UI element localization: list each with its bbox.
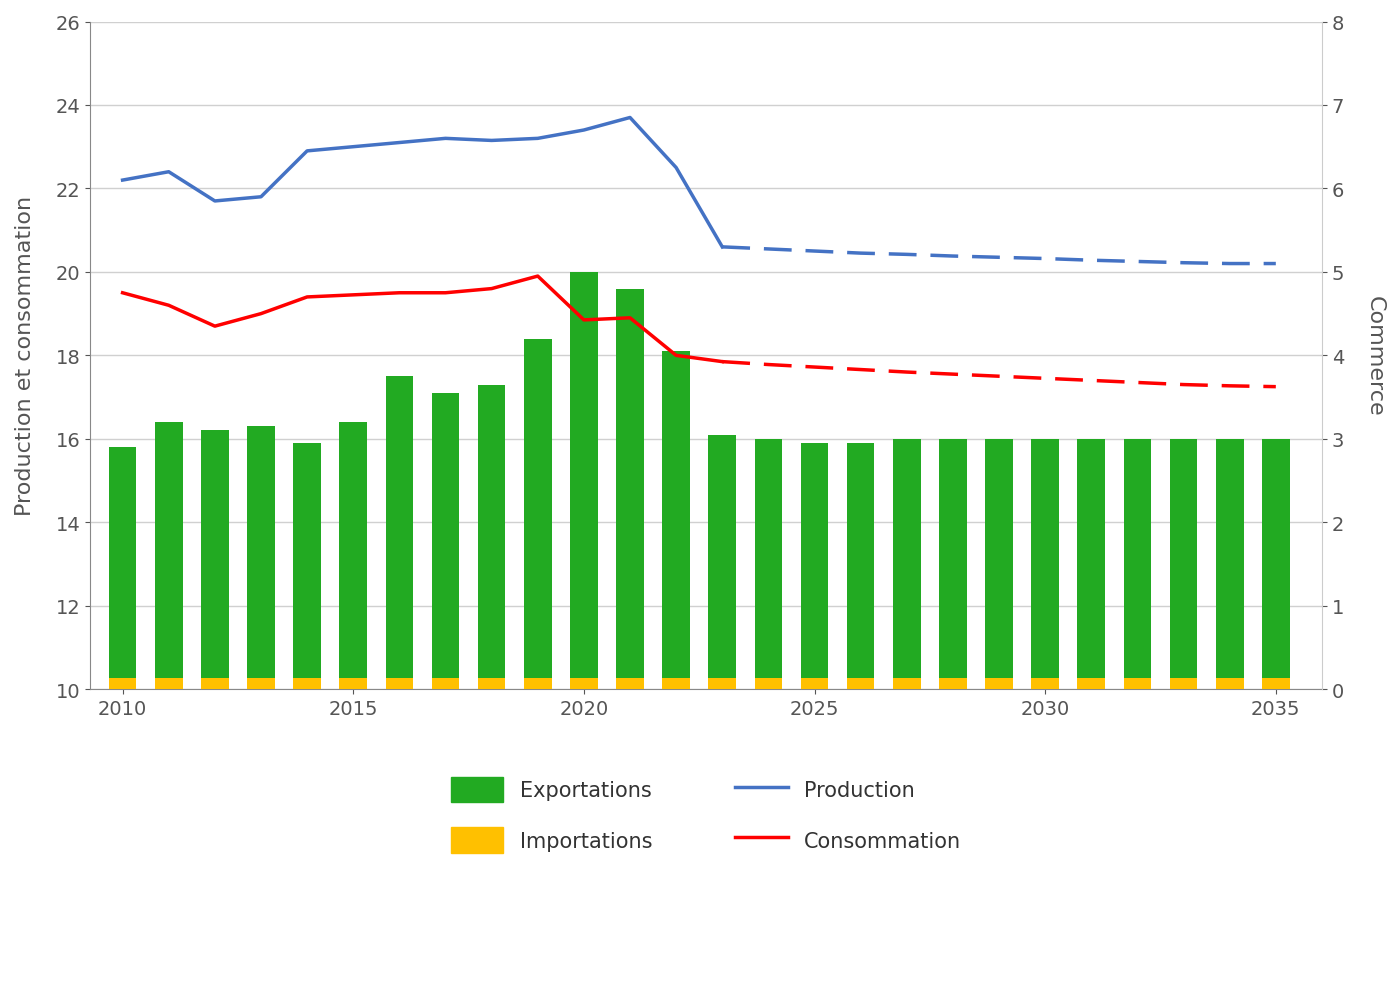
Bar <box>708 677 736 689</box>
Bar <box>570 272 598 689</box>
Bar <box>847 677 875 689</box>
Bar <box>939 677 967 689</box>
Bar <box>202 677 228 689</box>
Bar <box>1078 440 1105 689</box>
Bar <box>662 352 690 689</box>
Bar <box>293 444 321 689</box>
Bar <box>385 377 413 689</box>
Bar <box>893 677 921 689</box>
Bar <box>570 677 598 689</box>
Bar <box>431 393 459 689</box>
Bar <box>155 677 182 689</box>
Bar <box>248 677 274 689</box>
Bar <box>1032 677 1058 689</box>
Bar <box>616 289 644 689</box>
Bar <box>1170 440 1197 689</box>
Bar <box>524 677 552 689</box>
Bar <box>1261 440 1289 689</box>
Bar <box>801 444 829 689</box>
Bar <box>755 440 783 689</box>
Bar <box>524 339 552 689</box>
Bar <box>477 677 505 689</box>
Bar <box>339 677 367 689</box>
Bar <box>431 677 459 689</box>
Bar <box>1078 677 1105 689</box>
Bar <box>109 448 136 689</box>
Bar <box>1124 440 1151 689</box>
Bar <box>801 677 829 689</box>
Bar <box>662 677 690 689</box>
Bar <box>202 431 228 689</box>
Bar <box>893 440 921 689</box>
Bar <box>385 677 413 689</box>
Bar <box>339 423 367 689</box>
Bar <box>293 677 321 689</box>
Bar <box>755 677 783 689</box>
Bar <box>847 444 875 689</box>
Bar <box>1124 677 1151 689</box>
Bar <box>155 423 182 689</box>
Bar <box>1215 677 1243 689</box>
Bar <box>986 440 1012 689</box>
Bar <box>248 427 274 689</box>
Bar <box>708 435 736 689</box>
Bar <box>1215 440 1243 689</box>
Bar <box>1032 440 1058 689</box>
Y-axis label: Commerce: Commerce <box>1365 296 1385 416</box>
Bar <box>939 440 967 689</box>
Bar <box>1261 677 1289 689</box>
Bar <box>109 677 136 689</box>
Y-axis label: Production et consommation: Production et consommation <box>15 196 35 516</box>
Bar <box>477 386 505 689</box>
Bar <box>986 677 1012 689</box>
Bar <box>616 677 644 689</box>
Legend: Exportations, Importations, Production, Consommation: Exportations, Importations, Production, … <box>441 767 972 863</box>
Bar <box>1170 677 1197 689</box>
